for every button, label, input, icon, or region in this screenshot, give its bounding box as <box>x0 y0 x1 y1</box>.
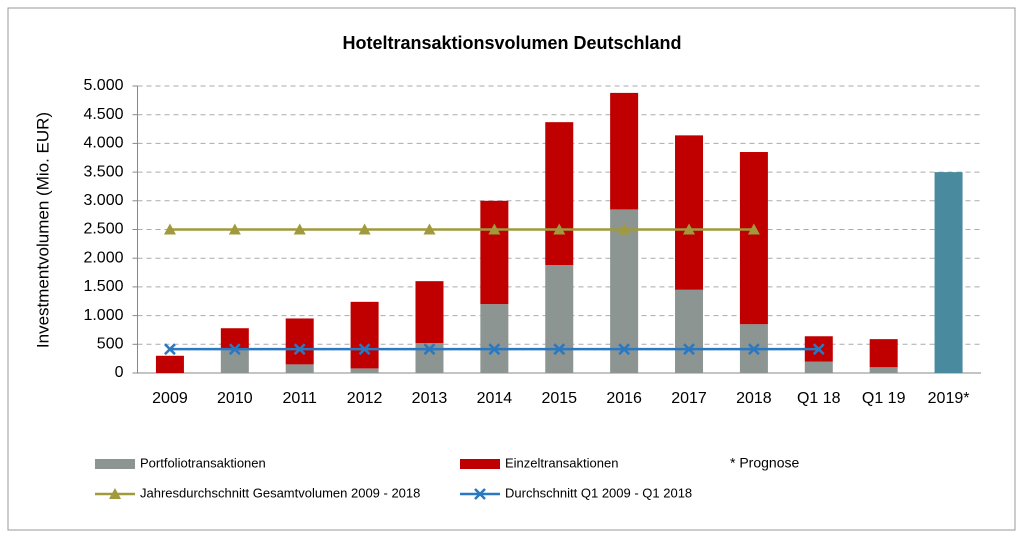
bar-segment <box>739 152 768 325</box>
line-marker <box>683 223 696 235</box>
line-marker <box>358 223 371 235</box>
y-tick-label: 1.500 <box>83 278 123 295</box>
x-tick-label: 2011 <box>283 390 318 407</box>
line-marker <box>109 488 121 499</box>
line-marker <box>474 488 486 500</box>
line-marker <box>683 343 695 356</box>
line-marker <box>553 343 566 356</box>
legend-swatch <box>460 459 500 469</box>
bar-segment <box>480 304 509 373</box>
y-tick-label: 2.000 <box>83 249 123 266</box>
x-tick-label: 2019* <box>928 390 970 407</box>
bar-segment <box>350 301 379 369</box>
legend-label: Portfoliotransaktionen <box>140 455 266 470</box>
bar-segment <box>545 265 574 373</box>
y-tick-label: 0 <box>115 364 124 381</box>
x-tick-label: 2009 <box>152 390 188 407</box>
x-tick-label: 2010 <box>217 390 253 407</box>
y-tick-label: 1.000 <box>83 307 123 324</box>
legend-swatch <box>95 459 135 469</box>
line-marker <box>488 223 501 235</box>
line-marker <box>553 223 566 235</box>
bar-segment <box>220 328 249 351</box>
chart-frame <box>7 7 1016 531</box>
line-marker <box>228 223 241 235</box>
bar-segment <box>480 200 509 305</box>
chart-title: Hoteltransaktionsvolumen Deutschland <box>342 33 681 53</box>
bar-segment <box>804 361 833 373</box>
legend-label: Durchschnitt Q1 2009 - Q1 2018 <box>505 485 692 500</box>
y-tick-label: 5.000 <box>83 77 123 94</box>
x-tick-label: Q1 19 <box>862 390 906 407</box>
y-tick-label: 3.500 <box>83 163 123 180</box>
x-tick-label: 2013 <box>412 390 448 407</box>
y-tick-label: 2.500 <box>83 221 123 238</box>
bar-segment <box>220 350 249 373</box>
legend-label: Einzeltransaktionen <box>505 455 618 470</box>
y-tick-label: 500 <box>97 336 124 353</box>
line-marker <box>293 223 306 235</box>
bar-segment <box>545 122 574 266</box>
bar-segment <box>285 364 314 373</box>
x-tick-label: 2016 <box>606 390 642 407</box>
line-marker <box>228 343 241 356</box>
bar-segment <box>869 339 898 368</box>
legend-label: Jahresdurchschnitt Gesamtvolumen 2009 - … <box>140 485 420 500</box>
x-tick-label: 2014 <box>477 390 513 407</box>
line-marker <box>748 343 760 356</box>
y-tick-label: 4.000 <box>83 135 123 152</box>
note: * Prognose <box>730 455 799 471</box>
bar-segment <box>350 368 379 373</box>
y-tick-label: 3.000 <box>83 192 123 209</box>
line-marker <box>163 223 176 235</box>
x-tick-label: 2017 <box>671 390 707 407</box>
bar-segment <box>610 209 639 373</box>
x-tick-label: Q1 18 <box>797 390 841 407</box>
line-marker <box>164 343 176 356</box>
x-tick-label: 2018 <box>736 390 772 407</box>
line-marker <box>423 223 436 235</box>
line-marker <box>293 343 306 356</box>
line-marker <box>812 343 825 356</box>
bar-segment <box>934 172 963 373</box>
line-marker <box>747 223 760 235</box>
x-tick-label: 2015 <box>541 390 577 407</box>
y-tick-label: 4.500 <box>83 106 123 123</box>
bar-segment <box>869 367 898 373</box>
line-marker <box>618 223 631 235</box>
y-axis-label: Investmentvolumen (Mio. EUR) <box>33 112 52 348</box>
line-marker <box>423 343 436 356</box>
bar-segment <box>675 135 704 290</box>
line-marker <box>358 343 371 356</box>
line-marker <box>488 343 501 356</box>
bar-segment <box>415 281 444 344</box>
x-tick-label: 2012 <box>347 390 383 407</box>
bar-segment <box>155 355 184 373</box>
bar-segment <box>285 318 314 365</box>
bar-segment <box>610 92 639 210</box>
line-marker <box>618 343 631 356</box>
bar-segment <box>675 289 704 373</box>
